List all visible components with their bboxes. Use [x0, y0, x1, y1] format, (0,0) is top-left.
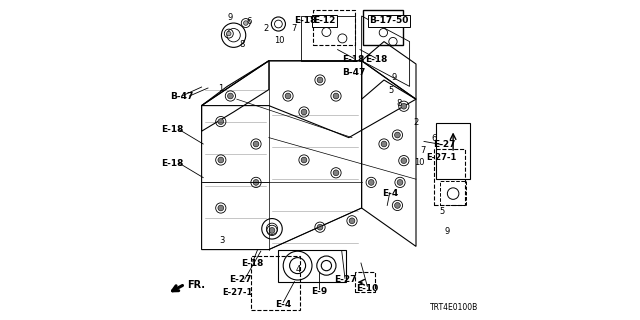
Circle shape: [227, 31, 231, 36]
Bar: [313, 10, 355, 45]
Text: E-18: E-18: [342, 55, 365, 64]
Circle shape: [317, 224, 323, 230]
Circle shape: [381, 141, 387, 147]
Text: 4: 4: [296, 265, 301, 274]
Text: E-27: E-27: [433, 140, 456, 149]
Text: 7: 7: [291, 24, 296, 33]
Text: B-47: B-47: [342, 68, 365, 76]
Text: E-9: E-9: [311, 287, 328, 296]
Text: E-18: E-18: [161, 159, 183, 168]
Circle shape: [253, 180, 259, 185]
Text: E-18: E-18: [161, 125, 183, 134]
Text: 6: 6: [246, 17, 252, 26]
Bar: [251, 256, 300, 310]
Bar: [355, 272, 375, 292]
Bar: [434, 149, 465, 205]
Text: 9: 9: [392, 73, 397, 82]
Circle shape: [394, 203, 401, 208]
Text: E-12: E-12: [314, 16, 336, 25]
Text: 9: 9: [445, 227, 450, 236]
Text: E-18: E-18: [294, 16, 317, 25]
Circle shape: [301, 157, 307, 163]
Text: E-27: E-27: [228, 276, 252, 284]
Circle shape: [218, 157, 224, 163]
Text: E-4: E-4: [275, 300, 291, 309]
Bar: [436, 123, 470, 179]
Circle shape: [269, 228, 275, 233]
Text: E-18: E-18: [242, 260, 264, 268]
Text: 10: 10: [274, 36, 284, 45]
Text: E-18: E-18: [365, 55, 387, 64]
Circle shape: [301, 109, 307, 115]
Text: 6: 6: [432, 134, 437, 143]
Text: 5: 5: [388, 86, 394, 95]
Circle shape: [349, 218, 355, 224]
Text: 2: 2: [413, 118, 419, 127]
Circle shape: [243, 21, 248, 25]
Circle shape: [218, 205, 224, 211]
Text: E-10: E-10: [356, 284, 378, 293]
Circle shape: [397, 180, 403, 185]
Bar: [440, 181, 466, 205]
Text: 9: 9: [227, 13, 232, 22]
Circle shape: [218, 119, 224, 124]
Circle shape: [394, 132, 401, 138]
Text: B-17-50: B-17-50: [369, 16, 408, 25]
Text: 8: 8: [240, 40, 245, 49]
Circle shape: [253, 141, 259, 147]
Text: E-27: E-27: [333, 276, 356, 284]
Text: E-27-1: E-27-1: [222, 288, 253, 297]
Text: TRT4E0100B: TRT4E0100B: [430, 303, 479, 312]
Text: 2: 2: [263, 24, 268, 33]
Text: E-27-1: E-27-1: [426, 153, 456, 162]
Circle shape: [333, 93, 339, 99]
Circle shape: [317, 77, 323, 83]
Text: FR.: FR.: [187, 280, 205, 291]
Text: 8: 8: [397, 99, 402, 108]
Circle shape: [401, 158, 407, 164]
Text: 5: 5: [440, 207, 445, 216]
Circle shape: [285, 93, 291, 99]
Text: B-47: B-47: [170, 92, 193, 100]
Text: 10: 10: [415, 158, 425, 167]
Circle shape: [401, 103, 407, 109]
Text: E-4: E-4: [381, 189, 398, 198]
Bar: [364, 10, 403, 45]
Text: 3: 3: [220, 236, 225, 245]
Circle shape: [228, 93, 234, 99]
Text: 7: 7: [420, 146, 426, 155]
Text: 1: 1: [218, 84, 223, 92]
Circle shape: [333, 170, 339, 176]
Circle shape: [369, 180, 374, 185]
